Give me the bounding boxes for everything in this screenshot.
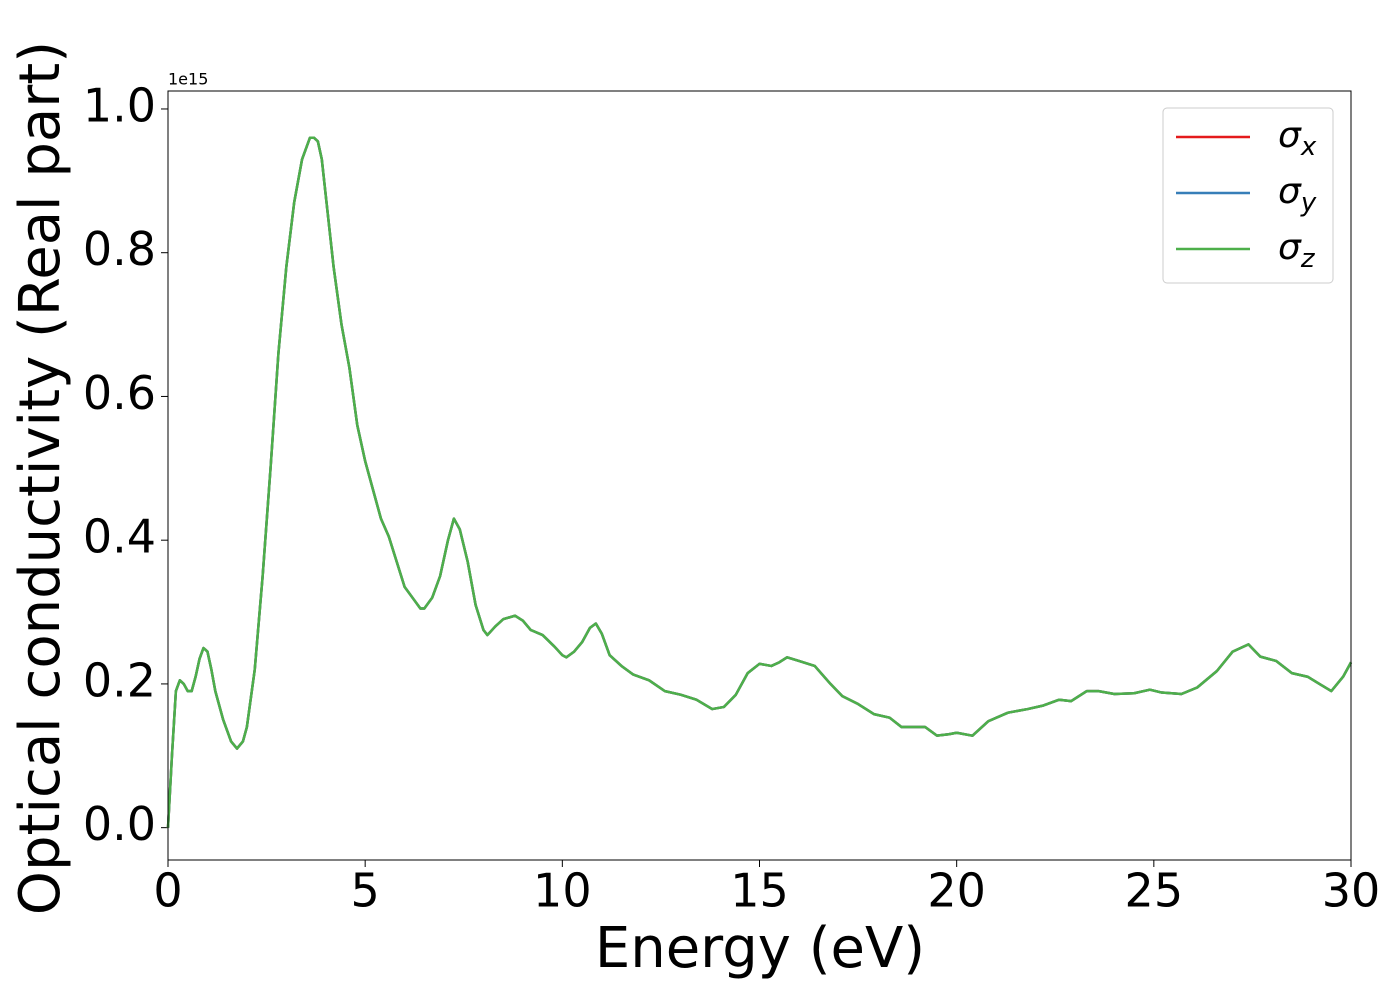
y-tick-label: 0.8 bbox=[83, 222, 156, 276]
x-tick-label: 5 bbox=[351, 864, 380, 918]
x-tick-label: 20 bbox=[927, 864, 986, 918]
y-tick-label: 0.6 bbox=[83, 366, 156, 420]
plot-frame bbox=[167, 90, 1352, 861]
x-tick-label: 30 bbox=[1322, 864, 1381, 918]
x-tick-label: 10 bbox=[533, 864, 592, 918]
x-axis-label: Energy (eV) bbox=[595, 916, 925, 981]
legend-box bbox=[1162, 107, 1334, 284]
y-offset-label: 1e15 bbox=[168, 70, 208, 89]
legend-label: σx bbox=[1278, 115, 1317, 162]
y-tick-label: 0.0 bbox=[83, 797, 156, 851]
x-tick-label: 15 bbox=[730, 864, 789, 918]
y-tick-label: 0.2 bbox=[83, 653, 156, 707]
legend-label: σy bbox=[1278, 171, 1317, 218]
x-tick-label: 25 bbox=[1125, 864, 1184, 918]
y-tick-label: 1.0 bbox=[83, 78, 156, 132]
legend-label: σz bbox=[1278, 227, 1316, 274]
series-line bbox=[166, 136, 1353, 828]
y-axis-label: Optical conductivity (Real part) bbox=[8, 41, 73, 915]
y-tick-label: 0.4 bbox=[83, 510, 156, 564]
x-tick-label: 0 bbox=[153, 864, 182, 918]
